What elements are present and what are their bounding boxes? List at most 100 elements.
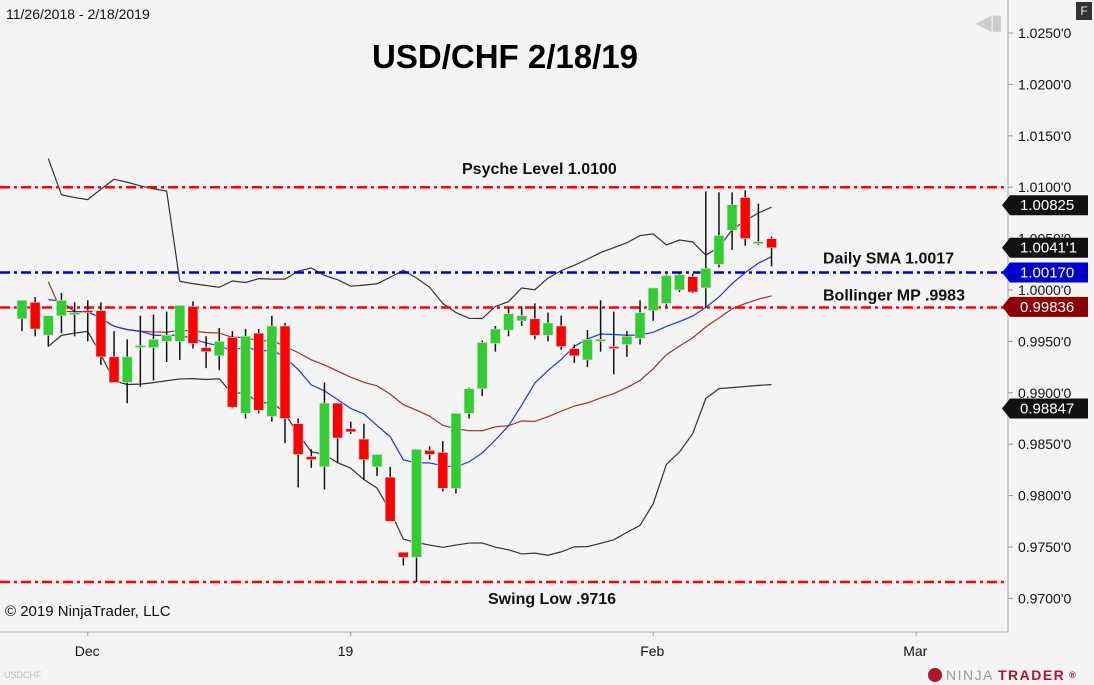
bollinger-upper-line <box>47 158 772 320</box>
candle[interactable] <box>148 314 159 381</box>
y-tick-label: 1.0100'0 <box>1018 179 1071 195</box>
candle[interactable] <box>305 449 317 468</box>
svg-text:0.98847: 0.98847 <box>1020 401 1074 418</box>
candle[interactable] <box>292 418 304 488</box>
candle[interactable] <box>595 300 606 352</box>
candle[interactable] <box>411 449 422 582</box>
level-annotation: Bollinger MP .9983 <box>823 287 965 304</box>
logo-ninja: NINJA <box>946 667 994 683</box>
candle[interactable] <box>174 305 186 360</box>
candle[interactable] <box>121 339 133 404</box>
candle[interactable] <box>56 293 67 334</box>
svg-text:1.0041'1: 1.0041'1 <box>1020 240 1077 257</box>
candle[interactable] <box>687 273 698 294</box>
candle[interactable] <box>108 331 120 383</box>
candle[interactable] <box>766 236 777 267</box>
candle[interactable] <box>358 423 370 481</box>
candle[interactable] <box>726 192 738 250</box>
candle[interactable] <box>555 315 567 350</box>
y-tick-label: 1.0200'0 <box>1018 76 1071 92</box>
y-tick-label: 0.9950'0 <box>1018 333 1071 349</box>
candle[interactable] <box>187 301 199 349</box>
candle[interactable] <box>371 454 383 477</box>
bollinger-lower-line <box>47 330 772 556</box>
y-tick-label: 0.9800'0 <box>1018 488 1071 504</box>
candle[interactable] <box>582 330 593 368</box>
candle[interactable] <box>345 421 357 434</box>
candle[interactable] <box>568 344 580 363</box>
candle[interactable] <box>634 300 646 345</box>
date-range: 11/26/2018 - 2/18/2019 <box>6 6 150 22</box>
copyright: © 2019 NinjaTrader, LLC <box>5 603 171 620</box>
candle[interactable] <box>700 191 712 308</box>
candle[interactable] <box>424 446 435 460</box>
candle[interactable] <box>621 331 633 357</box>
level-annotation: Swing Low .9716 <box>488 591 616 608</box>
candle[interactable] <box>135 315 146 387</box>
price-tag: 1.00825 <box>1002 195 1088 216</box>
y-tick-label: 0.9750'0 <box>1018 539 1071 555</box>
candle[interactable] <box>200 336 212 369</box>
x-tick-label: 19 <box>338 643 354 659</box>
candle[interactable] <box>463 387 475 419</box>
candle[interactable] <box>503 307 514 337</box>
candle[interactable] <box>266 315 278 422</box>
candle[interactable] <box>319 382 330 490</box>
x-tick-label: Feb <box>640 643 664 659</box>
svg-text:1.00825: 1.00825 <box>1020 197 1074 214</box>
level-annotation: Daily SMA 1.0017 <box>823 251 954 268</box>
candle[interactable] <box>253 329 264 414</box>
candle[interactable] <box>82 300 94 342</box>
ninjatrader-logo: NINJA TRADER ® <box>928 667 1077 683</box>
candle[interactable] <box>713 192 725 268</box>
candle[interactable] <box>490 325 501 352</box>
candle[interactable] <box>437 441 449 492</box>
price-tag: 1.0041'1 <box>1002 237 1088 258</box>
candle[interactable] <box>69 302 80 337</box>
jump-to-start-icon[interactable]: ◀▮ <box>976 12 1003 34</box>
ninja-logo-icon <box>928 668 942 682</box>
y-tick-label: 1.0250'0 <box>1018 25 1071 41</box>
candle[interactable] <box>398 551 409 566</box>
y-tick-label: 1.0150'0 <box>1018 128 1071 144</box>
candle[interactable] <box>739 190 751 246</box>
svg-text:0.99836: 0.99836 <box>1020 299 1074 316</box>
price-tag: 1.00170 <box>1002 262 1088 283</box>
candle[interactable] <box>332 402 343 463</box>
x-tick-label: Mar <box>903 643 927 659</box>
candle[interactable] <box>227 331 238 409</box>
candle[interactable] <box>279 322 291 444</box>
candle[interactable] <box>661 274 672 307</box>
candle[interactable] <box>29 297 41 337</box>
x-tick-label: Dec <box>75 643 100 659</box>
price-tag: 0.98847 <box>1002 398 1088 419</box>
candle[interactable] <box>516 306 528 326</box>
candle[interactable] <box>450 413 462 494</box>
chart-title: USD/CHF 2/18/19 <box>372 38 638 75</box>
candle[interactable] <box>384 466 396 522</box>
candle[interactable] <box>161 311 172 362</box>
y-tick-label: 1.0000'0 <box>1018 282 1071 298</box>
candle[interactable] <box>16 299 28 332</box>
candle[interactable] <box>95 302 107 366</box>
f-button[interactable]: F <box>1076 2 1092 20</box>
y-tick-label: 0.9700'0 <box>1018 590 1071 606</box>
logo-reg: ® <box>1069 670 1078 680</box>
svg-text:1.00170: 1.00170 <box>1020 265 1074 282</box>
candle[interactable] <box>529 303 541 340</box>
y-tick-label: 0.9900'0 <box>1018 385 1071 401</box>
y-tick-label: 0.9850'0 <box>1018 436 1071 452</box>
candle[interactable] <box>42 315 54 347</box>
level-annotation: Psyche Level 1.0100 <box>462 161 617 178</box>
candle[interactable] <box>674 272 685 293</box>
candle[interactable] <box>647 287 659 321</box>
candle[interactable] <box>542 312 554 342</box>
candle[interactable] <box>476 340 488 396</box>
price-tag: 0.99836 <box>1002 296 1088 317</box>
candle[interactable] <box>753 203 764 245</box>
candle[interactable] <box>213 328 225 371</box>
symbol-label: USDCHF <box>4 670 42 680</box>
candle[interactable] <box>608 311 620 375</box>
candle[interactable] <box>240 329 251 419</box>
